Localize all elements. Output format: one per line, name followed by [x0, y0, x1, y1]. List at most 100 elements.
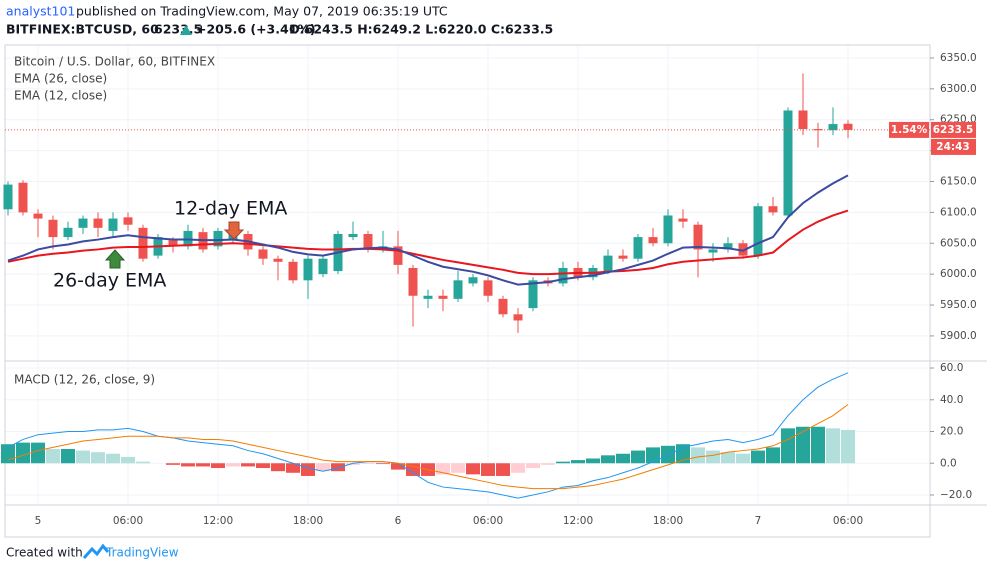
histogram-bar	[331, 463, 345, 472]
histogram-bar	[781, 428, 795, 464]
up-arrow	[180, 25, 192, 35]
histogram-bar	[106, 453, 120, 464]
countdown: 24:43	[936, 141, 969, 153]
candle-body	[258, 249, 268, 259]
candle-body	[768, 206, 778, 213]
x-tick-label: 6	[395, 515, 402, 527]
histogram-bar	[301, 463, 315, 476]
histogram-bar	[91, 452, 105, 464]
candle-body	[603, 255, 613, 272]
histogram-bar	[451, 463, 465, 473]
legend-ema12: EMA (12, close)	[14, 89, 107, 103]
candle-body	[843, 123, 853, 130]
candle-body	[108, 218, 118, 231]
candle-body	[558, 267, 568, 284]
legend-title: Bitcoin / U.S. Dollar, 60, BITFINEX	[14, 55, 215, 69]
candle-body	[783, 110, 793, 216]
histogram-bar	[496, 463, 510, 476]
y-tick-label: 20.0	[940, 426, 963, 438]
candle-body	[798, 110, 808, 129]
histogram-bar	[661, 445, 675, 464]
legend-ema26: EMA (26, close)	[14, 72, 107, 86]
x-tick-label: 12:00	[563, 515, 593, 527]
candle-body	[288, 261, 298, 281]
candle-body	[498, 298, 508, 315]
candle-body	[468, 277, 478, 284]
y-tick-label: 5900.0	[940, 330, 977, 342]
macd-line	[7, 372, 849, 499]
footer-text: Created with	[6, 546, 83, 560]
candle-body	[348, 234, 358, 238]
y-tick-label: 6300.0	[940, 83, 977, 95]
candle-body	[408, 267, 418, 296]
histogram-bar	[511, 463, 525, 473]
histogram-bar	[736, 453, 750, 464]
arrow-up	[104, 249, 126, 269]
footer-brand[interactable]: TradingView	[105, 546, 179, 560]
candle-body	[438, 295, 448, 299]
histogram-bar	[616, 453, 630, 464]
candle-body	[753, 206, 763, 256]
candle-body	[168, 240, 178, 247]
x-tick-label: 5	[35, 515, 42, 527]
candle-body	[633, 237, 643, 259]
x-tick-label: 7	[755, 515, 762, 527]
annotation: 12-day EMA	[174, 198, 287, 220]
candle-body	[123, 217, 133, 225]
histogram-bar	[586, 458, 600, 464]
histogram-bar	[526, 463, 540, 469]
histogram-bar	[766, 447, 780, 464]
candle-body	[93, 218, 103, 228]
histogram-bar	[226, 463, 240, 467]
histogram-bar	[181, 463, 195, 467]
author[interactable]: analyst101	[6, 4, 75, 19]
histogram-bar	[391, 463, 405, 470]
histogram-bar	[796, 426, 810, 464]
x-tick-label: 18:00	[293, 515, 323, 527]
change: +205.6 (+3.41%)	[196, 22, 316, 37]
candle-body	[693, 224, 703, 250]
histogram-bar	[196, 463, 210, 467]
histogram-bar	[256, 463, 270, 469]
macd-title: MACD (12, 26, close, 9)	[14, 373, 155, 387]
histogram-bar	[46, 448, 60, 464]
y-tick-label: 6000.0	[940, 268, 977, 280]
histogram-bar	[721, 452, 735, 464]
arrow-down	[223, 221, 245, 240]
candle-body	[828, 124, 838, 131]
price-label: 6233.5	[933, 124, 974, 136]
candle-body	[18, 182, 28, 213]
x-tick-label: 06:00	[833, 515, 863, 527]
candle-body	[513, 314, 523, 321]
histogram-bar	[706, 450, 720, 464]
histogram-bar	[136, 461, 150, 464]
ohlc: O:6243.5 H:6249.2 L:6220.0 C:6233.5	[289, 22, 553, 37]
histogram-bar	[271, 463, 285, 472]
price: 6233.5	[154, 22, 202, 37]
histogram-bar	[541, 463, 555, 465]
y-tick-label: 6350.0	[940, 52, 977, 64]
y-tick-label: 6100.0	[940, 206, 977, 218]
histogram-bar	[376, 463, 390, 465]
candle-body	[678, 218, 688, 222]
histogram-bar	[571, 460, 585, 464]
countdown-box	[931, 138, 976, 155]
candle-body	[63, 227, 73, 238]
histogram-bar	[466, 463, 480, 475]
candle-body	[213, 230, 223, 247]
histogram-bar	[826, 428, 840, 464]
y-tick-label: 6150.0	[940, 176, 977, 188]
histogram-bar	[121, 456, 135, 464]
histogram-bar	[211, 463, 225, 469]
change-label: 1.54%	[891, 124, 928, 136]
macd-line	[7, 404, 849, 490]
y-tick-label: 40.0	[940, 394, 963, 406]
histogram-bar	[646, 447, 660, 464]
histogram-bar	[286, 463, 300, 473]
x-tick-label: 12:00	[203, 515, 233, 527]
histogram-bar	[751, 450, 765, 464]
ema-line	[7, 209, 849, 276]
price-box	[931, 121, 976, 138]
y-tick-label: 6050.0	[940, 237, 977, 249]
